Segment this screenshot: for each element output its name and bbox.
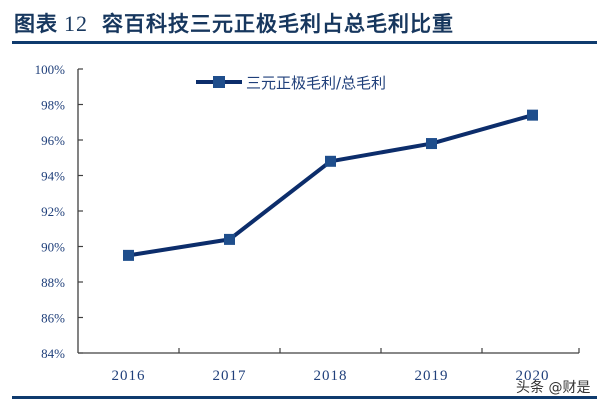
y-tick-label: 94% [41, 169, 65, 184]
y-tick-label: 90% [41, 240, 65, 255]
x-tick-label: 2018 [314, 368, 348, 384]
x-tick-label: 2019 [415, 368, 449, 384]
figure-label: 图表 [14, 11, 58, 36]
x-tick-label: 2016 [112, 368, 146, 384]
legend-marker-swatch [213, 76, 225, 88]
data-point-marker [527, 109, 538, 121]
chart-legend: 三元正极毛利/总毛利 [196, 74, 386, 92]
data-series [123, 109, 538, 261]
y-tick-label: 88% [41, 275, 65, 290]
data-point-marker [123, 249, 134, 261]
y-tick-label: 98% [41, 98, 65, 113]
x-tick-label: 2017 [213, 368, 247, 384]
data-point-marker [224, 233, 235, 245]
top-divider [12, 41, 597, 44]
y-tick-label: 86% [41, 311, 65, 326]
figure-number: 12 [64, 11, 88, 36]
figure-title: 图表 12 容百科技三元正极毛利占总毛利比重 [14, 8, 454, 38]
data-point-marker [325, 155, 336, 167]
y-tick-label: 84% [41, 346, 65, 361]
bottom-divider [12, 396, 597, 399]
y-tick-label: 96% [41, 133, 65, 148]
legend-label: 三元正极毛利/总毛利 [246, 74, 386, 92]
y-tick-label: 92% [41, 204, 65, 219]
series-line [128, 113, 534, 258]
x-tick-label: 2020 [516, 368, 550, 384]
watermark: 头条 @财是 [516, 380, 591, 396]
y-tick-label: 100% [35, 62, 66, 77]
x-axis: 2016 2017 2018 2019 2020 [78, 348, 580, 384]
y-axis: 84% 86% 88% 90% 92% 94% 96% 98% 100% [35, 62, 83, 361]
figure-title-text: 容百科技三元正极毛利占总毛利比重 [102, 11, 454, 36]
data-point-marker [426, 138, 437, 150]
